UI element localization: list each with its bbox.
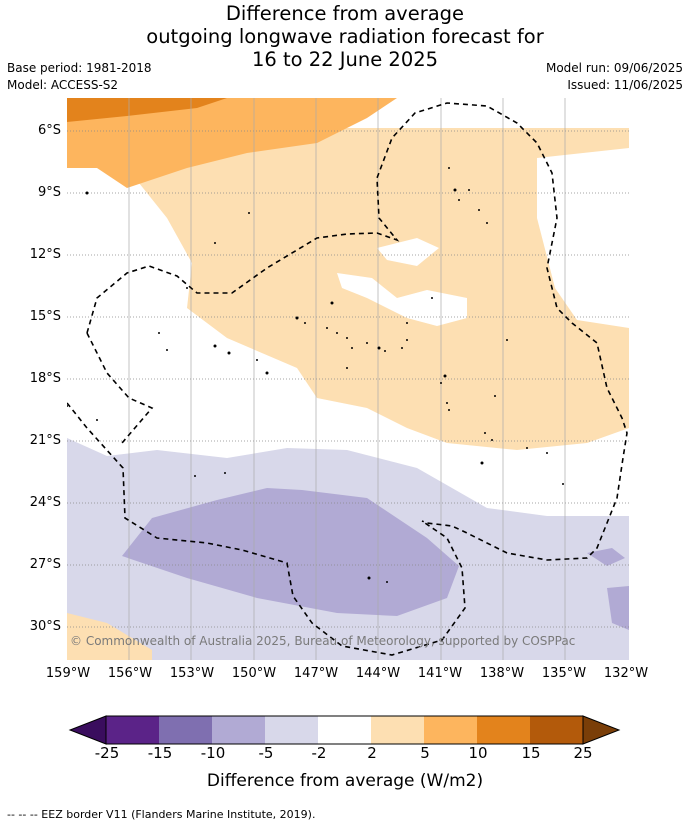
colorbar-below-min — [68, 715, 107, 745]
lat-label-15s: 15°S — [29, 309, 61, 324]
colorbar-outline — [105, 715, 584, 745]
latitude-gridlines — [67, 130, 629, 628]
colorbar-tick-minus-2: -2 — [311, 744, 327, 762]
lon-label-141w: 141°W — [417, 666, 463, 681]
lon-label-138w: 138°W — [479, 666, 525, 681]
colorbar-above-max — [582, 715, 621, 745]
colorbar-tick-5: 5 — [420, 744, 430, 762]
lat-label-24s: 24°S — [29, 495, 61, 510]
title-line-2: outgoing longwave radiation forecast for — [146, 25, 544, 48]
colorbar-tick-minus-5: -5 — [258, 744, 274, 762]
anomaly-region-medium-purple-se — [587, 548, 625, 566]
model-name: Model: ACCESS-S2 — [7, 78, 119, 92]
title-line-1: Difference from average — [225, 2, 465, 25]
colorbar-segment-9 — [530, 716, 583, 744]
lat-label-6s: 6°S — [37, 123, 61, 138]
colorbar-tick-25: 25 — [573, 744, 593, 762]
colorbar-segment-1 — [106, 716, 159, 744]
anomaly-region-light-orange-sw — [67, 613, 152, 660]
colorbar-tick-minus-25: -25 — [94, 744, 120, 762]
colorbar-title: Difference from average (W/m2) — [206, 771, 484, 791]
lon-label-156w: 156°W — [107, 666, 153, 681]
lat-label-21s: 21°S — [29, 433, 61, 448]
anomaly-region-dark-orange — [67, 98, 227, 122]
eez-borders — [67, 102, 628, 656]
lon-label-150w: 150°W — [231, 666, 277, 681]
colorbar-tick-10: 10 — [468, 744, 488, 762]
colorbar-segment-6 — [371, 716, 424, 744]
lat-label-9s: 9°S — [37, 185, 61, 200]
lat-label-27s: 27°S — [29, 557, 61, 572]
anomaly-region-medium-purple — [122, 488, 459, 616]
island-markers — [67, 167, 564, 583]
map-panel: © Commonwealth of Australia 2025, Bureau… — [67, 98, 629, 660]
lat-label-12s: 12°S — [29, 247, 61, 262]
anomaly-region-orange — [67, 98, 397, 188]
issued-date: Issued: 11/06/2025 — [567, 78, 683, 92]
colorbar-segment-2 — [159, 716, 212, 744]
longitude-gridlines — [128, 98, 566, 660]
map-canvas — [67, 98, 629, 660]
base-period: Base period: 1981-2018 — [7, 61, 152, 75]
colorbar-tick-minus-10: -10 — [200, 744, 226, 762]
colorbar-tick-minus-15: -15 — [147, 744, 173, 762]
colorbar-segment-7 — [424, 716, 477, 744]
lon-label-132w: 132°W — [603, 666, 649, 681]
lon-label-159w: 159°W — [45, 666, 91, 681]
lon-label-147w: 147°W — [293, 666, 339, 681]
colorbar-tick-2: 2 — [367, 744, 377, 762]
model-run: Model run: 09/06/2025 — [545, 61, 683, 75]
colorbar-segment-8 — [477, 716, 530, 744]
neutral-hole-central — [337, 273, 467, 326]
colorbar-segment-4 — [265, 716, 318, 744]
title-line-3: 16 to 22 June 2025 — [251, 48, 439, 71]
lat-label-18s: 18°S — [29, 371, 61, 386]
copyright-notice: © Commonwealth of Australia 2025, Bureau… — [70, 634, 576, 648]
colorbar-tick-15: 15 — [521, 744, 541, 762]
neutral-hole-northeast — [377, 238, 439, 266]
lat-label-30s: 30°S — [29, 619, 61, 634]
lon-label-135w: 135°W — [541, 666, 587, 681]
colorbar-segment-5 — [318, 716, 371, 744]
lon-label-153w: 153°W — [169, 666, 215, 681]
colorbar-segment-3 — [212, 716, 265, 744]
colorbar — [68, 715, 621, 745]
lon-label-144w: 144°W — [355, 666, 401, 681]
eez-footnote: -- -- -- EEZ border V11 (Flanders Marine… — [7, 808, 316, 821]
anomaly-region-medium-purple-east — [607, 586, 629, 630]
